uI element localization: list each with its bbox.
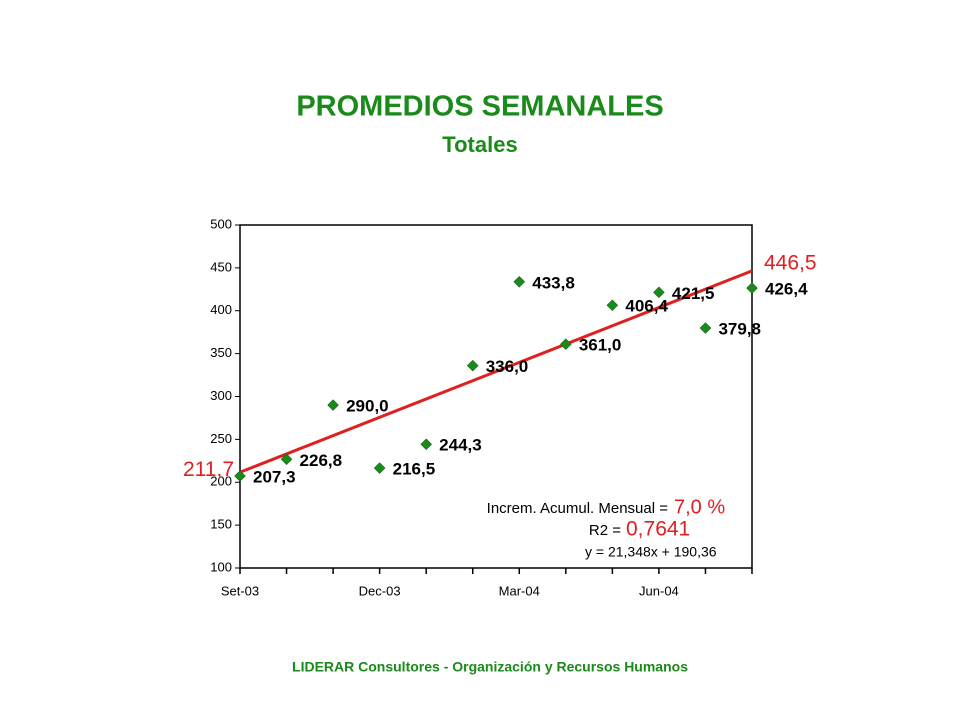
point (420, 438, 433, 451)
x-tick-label: Set-03 (221, 583, 259, 598)
x-tick-label: Mar-04 (499, 583, 540, 598)
point (280, 453, 293, 466)
point (327, 399, 339, 411)
point (699, 322, 712, 334)
chart-title: PROMEDIOS SEMANALES (296, 91, 663, 123)
trend-line (239, 269, 753, 474)
data-label: 426,4 (765, 280, 808, 299)
y-tick-label: 250 (210, 431, 232, 446)
point (746, 282, 758, 294)
y-tick-label: 300 (210, 388, 232, 403)
data-label: 379,8 (718, 320, 761, 339)
point (466, 359, 479, 372)
data-label: 406,4 (625, 297, 668, 316)
data-label: 433,8 (532, 273, 575, 292)
y-tick-label: 150 (210, 517, 232, 532)
trend-start-label: 211,7 (183, 458, 234, 481)
trend-equation: y = 21,348x + 190,36 (585, 544, 717, 560)
increment-label: Increm. Acumul. Mensual = (487, 500, 669, 517)
data-label: 216,5 (393, 460, 436, 479)
x-tick-label: Jun-04 (639, 583, 679, 598)
y-tick-label: 450 (210, 259, 232, 274)
y-tick-label: 100 (210, 559, 232, 574)
point (373, 462, 386, 474)
y-tick-label: 350 (210, 345, 232, 360)
y-tick-label: 400 (210, 302, 232, 317)
x-tick-label: Dec-03 (359, 583, 401, 598)
chart-subtitle: Totales (442, 132, 517, 157)
data-label: 207,3 (253, 467, 296, 486)
data-label: 336,0 (486, 357, 529, 376)
point (513, 275, 526, 288)
trend-end-label: 446,5 (764, 251, 817, 274)
r2-value: 0,7641 (626, 518, 690, 541)
data-label: 226,8 (300, 451, 343, 470)
y-tick-label: 200 (210, 474, 232, 489)
data-label: 361,0 (579, 336, 622, 355)
point (234, 470, 246, 482)
point (653, 286, 665, 299)
r2-label: R2 = (589, 522, 621, 539)
data-label: 244,3 (439, 436, 482, 455)
y-tick-label: 500 (210, 216, 232, 231)
data-label: 421,5 (672, 284, 715, 303)
point (559, 338, 572, 351)
data-label: 290,0 (346, 397, 389, 416)
increment-value: 7,0 % (674, 496, 725, 518)
point (606, 299, 619, 312)
footer: LIDERAR Consultores - Organización y Rec… (292, 659, 688, 675)
